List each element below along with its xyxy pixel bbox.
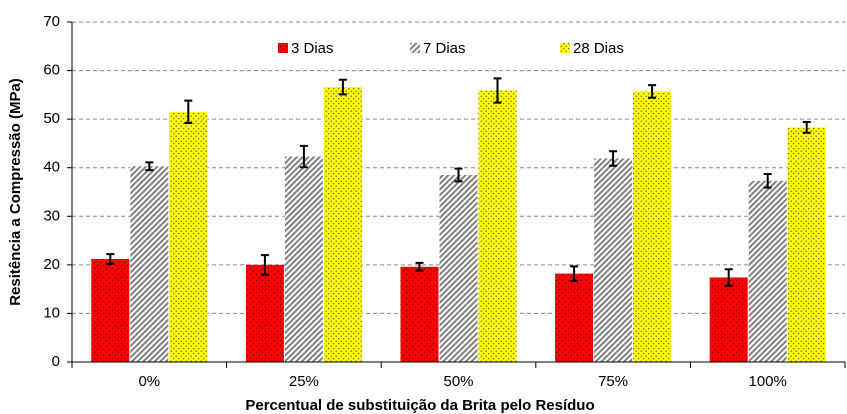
y-tick-label: 10 [43, 304, 60, 321]
x-tick-label: 100% [749, 373, 787, 390]
bar [323, 87, 362, 362]
y-tick-label: 20 [43, 256, 60, 273]
bar [284, 156, 323, 362]
error-bar [145, 161, 154, 172]
error-bar [260, 254, 269, 276]
x-tick-label: 0% [138, 373, 160, 390]
error-bar [454, 167, 463, 183]
error-bar [609, 150, 618, 167]
bar [130, 166, 169, 362]
bar [594, 158, 633, 362]
x-tick-label: 75% [598, 373, 628, 390]
bar [439, 175, 478, 362]
bar [169, 111, 208, 362]
legend-label: 3 Dias [291, 40, 334, 57]
y-tick-label: 0 [52, 353, 60, 370]
error-bar [648, 84, 657, 99]
error-bar [106, 253, 115, 265]
bar [748, 180, 787, 362]
error-bar [570, 265, 579, 282]
bar [245, 264, 284, 362]
error-bar [802, 121, 811, 134]
error-bar [184, 99, 193, 125]
bar [709, 277, 748, 362]
error-bar [493, 77, 502, 104]
y-tick-label: 30 [43, 207, 60, 224]
error-bar [338, 78, 347, 96]
y-tick-label: 50 [43, 110, 60, 127]
bar [91, 259, 130, 362]
x-tick-label: 25% [289, 373, 319, 390]
y-tick-label: 60 [43, 62, 60, 79]
bar [787, 127, 826, 363]
legend-swatch [560, 43, 570, 53]
y-tick-label: 40 [43, 159, 60, 176]
error-bar [415, 261, 424, 272]
error-bar [299, 144, 308, 169]
bar [555, 273, 594, 362]
legend-swatch [410, 43, 420, 53]
y-axis-title: Resitência a Compressão (MPa) [7, 78, 24, 306]
bar [400, 266, 439, 362]
legend-label: 28 Dias [573, 40, 624, 57]
x-axis-title: Percentual de substituição da Brita pelo… [245, 397, 594, 414]
y-tick-label: 70 [43, 13, 60, 30]
error-bar [724, 268, 733, 287]
legend-swatch [278, 43, 288, 53]
bar [633, 91, 672, 362]
legend-label: 7 Dias [423, 40, 466, 57]
x-tick-label: 50% [443, 373, 473, 390]
bar [478, 90, 517, 362]
error-bar [763, 173, 772, 189]
